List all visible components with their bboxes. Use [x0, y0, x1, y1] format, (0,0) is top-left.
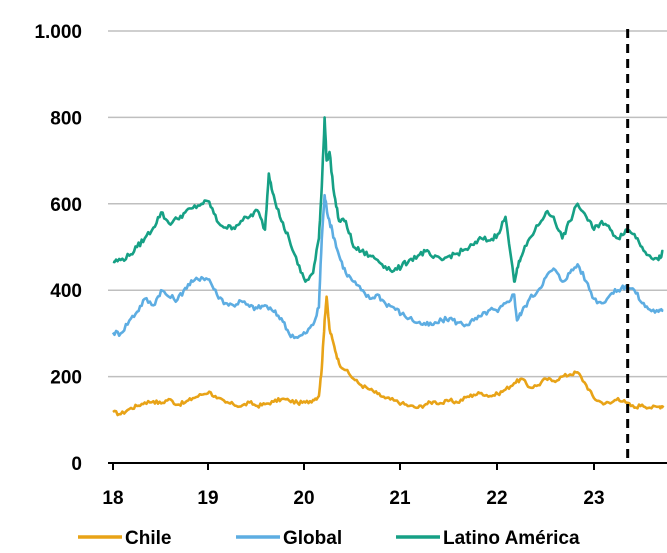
y-tick-label: 800 [50, 108, 82, 129]
y-tick-label: 0 [71, 454, 82, 475]
legend-label: Global [283, 528, 342, 549]
series-line-latino-america [112, 116, 664, 283]
y-tick-label: 200 [50, 368, 82, 389]
legend-item-latino-america: Latino América [396, 528, 580, 549]
legend: Chile Global Latino América [78, 528, 580, 549]
x-tick-label: 19 [197, 488, 218, 509]
legend-label: Chile [125, 528, 171, 549]
series-line-chile [112, 295, 665, 417]
axes: 18 19 20 21 22 23 0 200 400 600 800 1.000 [34, 22, 667, 509]
y-tick-label: 1.000 [34, 22, 82, 43]
series-line-global [111, 193, 664, 340]
x-tick-label: 18 [102, 488, 123, 509]
series-layer [111, 116, 665, 417]
legend-label: Latino América [443, 528, 580, 549]
x-tick-label: 23 [583, 488, 604, 509]
gridlines [108, 30, 667, 378]
y-tick-label: 400 [50, 281, 82, 302]
legend-item-chile: Chile [78, 528, 171, 549]
x-tick-label: 22 [486, 488, 507, 509]
legend-item-global: Global [236, 528, 342, 549]
x-tick-label: 21 [389, 488, 411, 509]
x-tick-label: 20 [293, 488, 314, 509]
y-tick-label: 600 [50, 195, 82, 216]
